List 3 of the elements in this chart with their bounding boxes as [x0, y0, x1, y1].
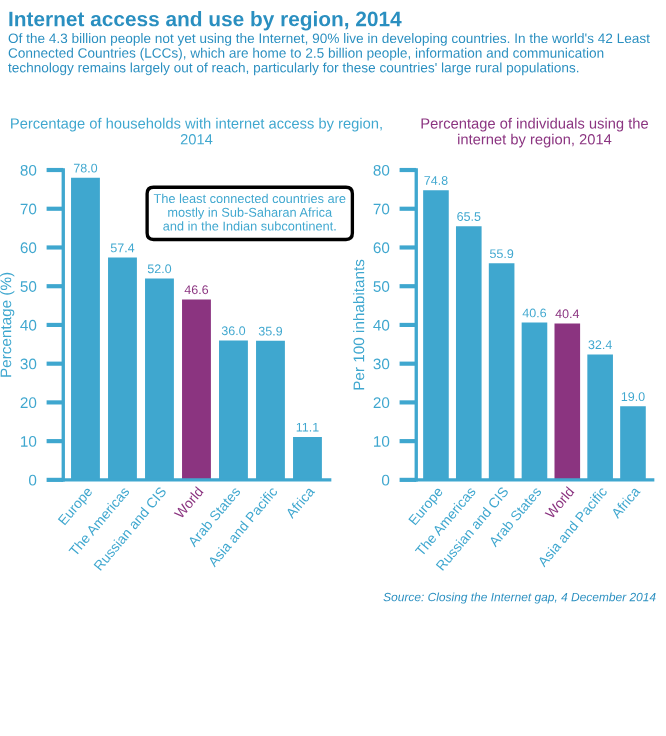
- bar: [182, 299, 211, 480]
- bar: [554, 323, 581, 480]
- text: Internet access and use by region, 2014: [9, 11, 402, 31]
